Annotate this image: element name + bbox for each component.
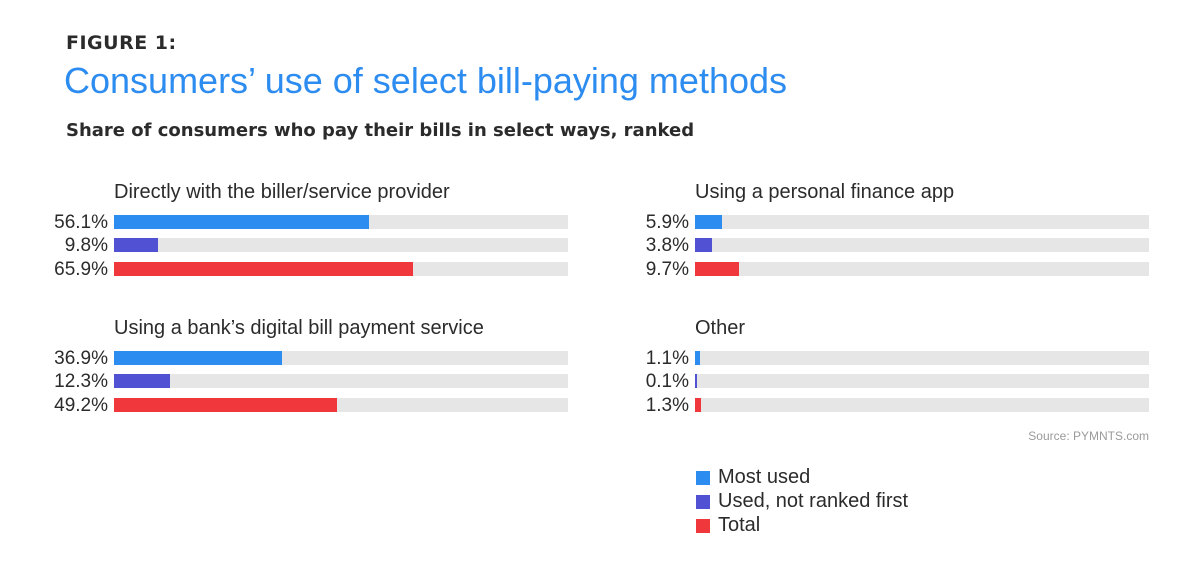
bar-track — [114, 374, 568, 388]
bar-row: 49.2% — [34, 393, 574, 417]
bar-used-not-first — [114, 238, 159, 252]
bar-track — [114, 262, 568, 276]
chart-title: Consumers’ use of select bill-paying met… — [64, 60, 788, 101]
bar-row: 1.3% — [615, 393, 1155, 417]
bar-most-used — [695, 215, 722, 229]
bar-row: 5.9% — [615, 210, 1155, 234]
bar-track — [114, 215, 568, 229]
bar-value-label: 12.3% — [54, 371, 108, 392]
figure-label: FIGURE 1: — [66, 32, 177, 54]
bar-track — [695, 238, 1149, 252]
bar-used-not-first — [695, 238, 713, 252]
bar-track — [695, 351, 1149, 365]
bar-track — [114, 398, 568, 412]
bar-used-not-first — [114, 374, 170, 388]
bar-track — [695, 262, 1149, 276]
bar-row: 3.8% — [615, 233, 1155, 257]
legend-swatch — [696, 519, 710, 533]
group-title: Directly with the biller/service provide… — [114, 181, 450, 203]
bar-row: 1.1% — [615, 346, 1155, 370]
bar-row: 36.9% — [34, 346, 574, 370]
group-title: Using a personal finance app — [695, 181, 955, 203]
bar-track — [114, 351, 568, 365]
bar-total — [695, 398, 701, 412]
bar-track — [695, 374, 1149, 388]
bar-most-used — [695, 351, 700, 365]
bar-value-label: 36.9% — [54, 348, 108, 369]
bar-value-label: 3.8% — [645, 235, 689, 256]
group-title: Other — [695, 317, 746, 339]
bar-row: 9.7% — [615, 257, 1155, 281]
bar-value-label: 56.1% — [54, 212, 108, 233]
bar-used-not-first — [695, 374, 697, 388]
bar-row: 12.3% — [34, 369, 574, 393]
bar-total — [114, 398, 338, 412]
bar-most-used — [114, 215, 369, 229]
bar-value-label: 9.7% — [645, 259, 689, 280]
bar-value-label: 9.8% — [64, 235, 108, 256]
bar-row: 9.8% — [34, 233, 574, 257]
bar-value-label: 5.9% — [645, 212, 689, 233]
legend-swatch — [696, 495, 710, 509]
legend-label: Most used — [718, 466, 811, 488]
bar-value-label: 1.1% — [645, 348, 689, 369]
bar-track — [695, 215, 1149, 229]
legend-swatch — [696, 471, 710, 485]
bar-value-label: 0.1% — [645, 371, 689, 392]
chart-subtitle: Share of consumers who pay their bills i… — [66, 120, 695, 141]
legend-label: Total — [718, 514, 761, 536]
bar-row: 56.1% — [34, 210, 574, 234]
bar-track — [695, 398, 1149, 412]
legend-label: Used, not ranked first — [718, 490, 909, 512]
bar-track — [114, 238, 568, 252]
bar-value-label: 1.3% — [645, 395, 689, 416]
bar-total — [695, 262, 740, 276]
bar-most-used — [114, 351, 282, 365]
bar-total — [114, 262, 414, 276]
source-note: Source: PYMNTS.com — [1028, 429, 1149, 443]
bar-row: 0.1% — [615, 369, 1155, 393]
bar-row: 65.9% — [34, 257, 574, 281]
bar-value-label: 65.9% — [54, 259, 108, 280]
bar-value-label: 49.2% — [54, 395, 108, 416]
group-title: Using a bank’s digital bill payment serv… — [114, 317, 484, 339]
